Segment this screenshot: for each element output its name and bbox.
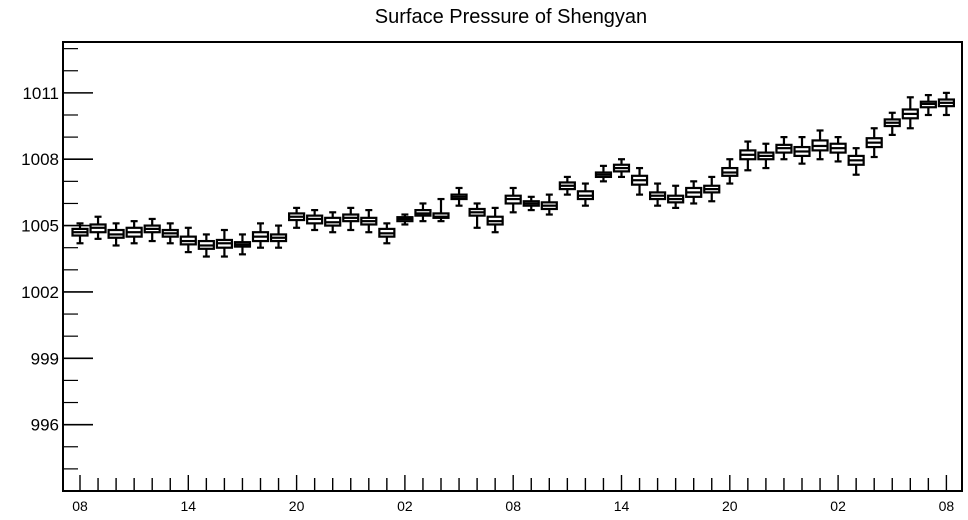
box-plot [197, 233, 215, 258]
box-plot [811, 129, 829, 161]
box-plot [829, 136, 847, 163]
y-tick-label: 1008 [21, 150, 59, 169]
box-plot [793, 136, 811, 165]
box-plot [504, 186, 522, 214]
box-iqr [432, 212, 450, 219]
box-plot [721, 158, 739, 185]
y-tick-label: 1005 [21, 217, 59, 236]
box-plot [414, 202, 432, 223]
box-plot [125, 220, 143, 245]
box-plot [775, 136, 793, 161]
x-tick-label: 14 [614, 498, 630, 514]
box-plot [703, 175, 721, 203]
box-plot [522, 195, 540, 212]
box-plot [143, 217, 161, 243]
box-plot [89, 215, 107, 240]
box-plot [901, 96, 919, 130]
y-tick-label: 1011 [22, 84, 59, 103]
x-tick-label: 08 [72, 498, 88, 514]
box-plot [685, 180, 703, 205]
x-tick-label: 14 [181, 498, 197, 514]
y-tick-label: 999 [31, 349, 59, 368]
box-plot [161, 222, 179, 245]
x-tick-label: 20 [722, 498, 738, 514]
box-plot [269, 224, 288, 249]
chart-title: Surface Pressure of Shengyan [375, 6, 647, 28]
box-plot [215, 228, 233, 258]
box-plot [360, 208, 378, 234]
box-plot [937, 91, 956, 117]
box-plot [306, 208, 324, 232]
box-plot [71, 222, 89, 245]
box-plot [540, 193, 558, 216]
box-plot [576, 182, 595, 207]
box-plot [757, 142, 775, 170]
box-plot [288, 206, 306, 229]
x-tick-label: 20 [289, 498, 305, 514]
box-plot [396, 213, 414, 226]
box-plot [558, 175, 576, 196]
box-plot [486, 206, 504, 234]
box-plot [324, 211, 342, 234]
plot-area-frame [62, 41, 963, 492]
x-axis: 08 14 20 02 08 14 20 02 08 [72, 475, 954, 514]
box-plot [233, 233, 252, 256]
box-plot [919, 93, 937, 117]
box-plot [883, 111, 901, 136]
box-plot [251, 222, 270, 249]
y-tick-label: 1002 [21, 283, 59, 302]
y-tick-label: 996 [31, 416, 59, 435]
box-plot [378, 222, 396, 245]
box-plot [739, 140, 757, 172]
box-series [71, 91, 956, 258]
box-plot [468, 202, 486, 229]
x-tick-label: 02 [397, 498, 413, 514]
box-plot [179, 226, 197, 254]
box-plot [648, 182, 667, 207]
box-plot [865, 127, 883, 159]
box-plot [847, 147, 865, 176]
box-plot [432, 197, 450, 223]
box-plot [594, 164, 613, 183]
x-tick-label: 08 [939, 498, 955, 514]
x-tick-label: 08 [505, 498, 521, 514]
x-tick-label: 02 [830, 498, 846, 514]
box-plot [667, 184, 685, 209]
box-plot [612, 158, 631, 179]
box-plot [630, 166, 649, 196]
y-axis: 996 999 1002 1005 1008 1011 [21, 48, 93, 492]
box-plot [107, 222, 125, 247]
box-plot [450, 186, 468, 207]
box-plot [342, 206, 360, 232]
